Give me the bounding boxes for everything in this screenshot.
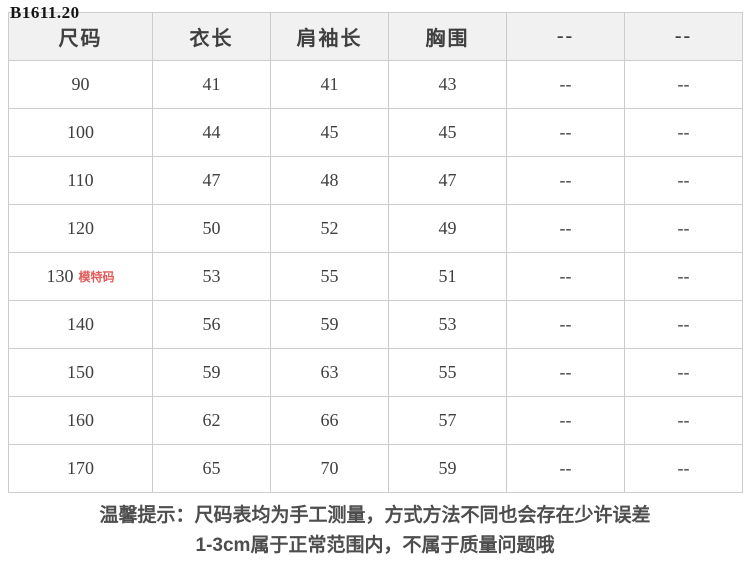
measurement-cell: 52: [270, 204, 389, 253]
table-row: 110 47 48 47 -- --: [8, 156, 743, 205]
measurement-cell: --: [624, 60, 743, 109]
size-value: 160: [67, 410, 94, 430]
header-chest: 胸围: [388, 12, 507, 61]
measurement-cell: 41: [270, 60, 389, 109]
table-row: 120 50 52 49 -- --: [8, 204, 743, 253]
note-line-1: 温馨提示：尺码表均为手工测量，方式方法不同也会存在少许误差: [99, 505, 651, 526]
measurement-cell: --: [624, 444, 743, 493]
measurement-cell: --: [624, 204, 743, 253]
size-cell: 90: [8, 60, 153, 109]
header-blank-2: --: [624, 12, 743, 61]
measurement-cell: 55: [270, 252, 389, 301]
measurement-cell: 57: [388, 396, 507, 445]
measurement-cell: 44: [152, 108, 271, 157]
size-value: 120: [67, 218, 94, 238]
size-value: 130: [46, 266, 74, 286]
size-cell: 140: [8, 300, 153, 349]
size-cell: 110: [8, 156, 153, 205]
measurement-cell: --: [624, 108, 743, 157]
header-blank-1: --: [506, 12, 625, 61]
table-row: 90 41 41 43 -- --: [8, 60, 743, 109]
measurement-cell: --: [506, 444, 625, 493]
measurement-cell: 53: [388, 300, 507, 349]
measurement-cell: --: [506, 252, 625, 301]
measurement-cell: 45: [270, 108, 389, 157]
table-row: 150 59 63 55 -- --: [8, 348, 743, 397]
measurement-cell: 59: [388, 444, 507, 493]
measurement-cell: 56: [152, 300, 271, 349]
measurement-cell: --: [624, 300, 743, 349]
measurement-cell: --: [506, 60, 625, 109]
measurement-cell: 70: [270, 444, 389, 493]
measurement-cell: 62: [152, 396, 271, 445]
measurement-cell: --: [624, 156, 743, 205]
size-cell: 170: [8, 444, 153, 493]
size-value: 170: [67, 458, 94, 478]
table-row: 170 65 70 59 -- --: [8, 444, 743, 493]
product-code-watermark: B1611.20: [10, 3, 80, 22]
measurement-cell: 41: [152, 60, 271, 109]
measurement-cell: --: [506, 348, 625, 397]
size-table-body: 90 41 41 43 -- -- 100 44 45 45 -- -- 110 47 48 47 -- -- 12…: [8, 60, 743, 493]
size-value: 110: [67, 170, 94, 190]
model-size-tag: 模特码: [78, 270, 115, 284]
measurement-cell: 47: [388, 156, 507, 205]
measurement-cell: 59: [152, 348, 271, 397]
measurement-note: 温馨提示：尺码表均为手工测量，方式方法不同也会存在少许误差 1-3cm属于正常范…: [0, 501, 750, 561]
measurement-cell: --: [624, 396, 743, 445]
header-garment-length: 衣长: [152, 12, 271, 61]
size-value: 100: [67, 122, 94, 142]
measurement-cell: 51: [388, 252, 507, 301]
size-cell: 100: [8, 108, 153, 157]
measurement-cell: 66: [270, 396, 389, 445]
measurement-cell: 45: [388, 108, 507, 157]
measurement-cell: 49: [388, 204, 507, 253]
measurement-cell: 59: [270, 300, 389, 349]
measurement-cell: 63: [270, 348, 389, 397]
table-row: 130 模特码 53 55 51 -- --: [8, 252, 743, 301]
measurement-cell: 65: [152, 444, 271, 493]
size-value: 140: [67, 314, 94, 334]
measurement-cell: --: [624, 348, 743, 397]
size-cell: 150: [8, 348, 153, 397]
measurement-cell: --: [506, 396, 625, 445]
size-value: 150: [67, 362, 94, 382]
table-row: 100 44 45 45 -- --: [8, 108, 743, 157]
measurement-cell: --: [506, 156, 625, 205]
header-shoulder-sleeve: 肩袖长: [270, 12, 389, 61]
note-line-2: 1-3cm属于正常范围内，不属于质量问题哦: [195, 535, 555, 556]
measurement-cell: 48: [270, 156, 389, 205]
size-table-header-row: 尺码 衣长 肩袖长 胸围 -- --: [8, 12, 743, 61]
measurement-cell: 47: [152, 156, 271, 205]
measurement-cell: --: [506, 204, 625, 253]
size-table: 尺码 衣长 肩袖长 胸围 -- -- 90 41 41 43 -- -- 100 44 45 45…: [8, 12, 743, 493]
measurement-cell: 43: [388, 60, 507, 109]
measurement-cell: 55: [388, 348, 507, 397]
size-value: 90: [71, 74, 90, 94]
measurement-cell: --: [624, 252, 743, 301]
size-cell: 130 模特码: [8, 252, 153, 301]
table-row: 160 62 66 57 -- --: [8, 396, 743, 445]
size-cell: 120: [8, 204, 153, 253]
measurement-cell: 50: [152, 204, 271, 253]
measurement-cell: 53: [152, 252, 271, 301]
table-row: 140 56 59 53 -- --: [8, 300, 743, 349]
measurement-cell: --: [506, 300, 625, 349]
size-cell: 160: [8, 396, 153, 445]
header-size: 尺码: [8, 12, 153, 61]
measurement-cell: --: [506, 108, 625, 157]
